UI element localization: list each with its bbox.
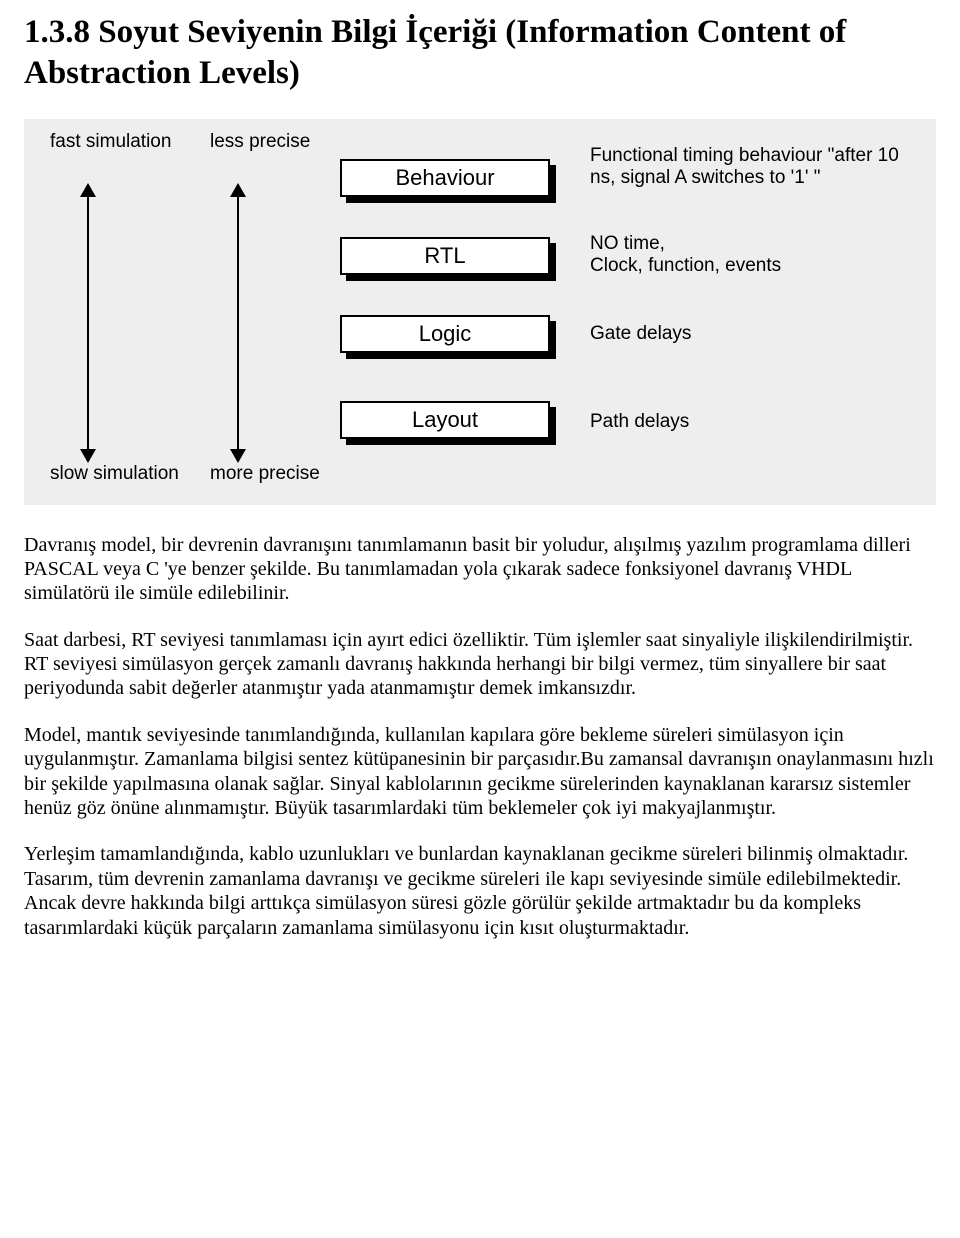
desc-rtl: NO time, Clock, function, events — [590, 233, 920, 279]
page-title: 1.3.8 Soyut Seviyenin Bilgi İçeriği (Inf… — [24, 12, 936, 95]
arrow-shaft — [87, 193, 89, 453]
arrow-down-icon — [80, 449, 96, 463]
level-box-layout: Layout — [340, 401, 556, 445]
page-root: 1.3.8 Soyut Seviyenin Bilgi İçeriği (Inf… — [0, 0, 960, 986]
level-box-logic: Logic — [340, 315, 556, 359]
arrow-down-icon — [230, 449, 246, 463]
arrow-simulation-speed — [85, 183, 91, 463]
label-less-precise: less precise — [210, 131, 310, 153]
desc-logic: Gate delays — [590, 323, 691, 346]
arrow-shaft — [237, 193, 239, 453]
level-label: Logic — [340, 315, 550, 353]
diagram-canvas: fast simulation slow simulation less pre… — [30, 127, 930, 487]
level-box-rtl: RTL — [340, 237, 556, 281]
desc-layout: Path delays — [590, 411, 689, 434]
body-paragraph: Saat darbesi, RT seviyesi tanımlaması iç… — [24, 628, 936, 701]
desc-behaviour: Functional timing behaviour "after 10 ns… — [590, 145, 920, 191]
label-more-precise: more precise — [210, 463, 320, 485]
label-fast-simulation: fast simulation — [50, 131, 171, 153]
level-label: Layout — [340, 401, 550, 439]
body-paragraph: Model, mantık seviyesinde tanımlandığınd… — [24, 723, 936, 821]
body-paragraph: Yerleşim tamamlandığında, kablo uzunlukl… — [24, 842, 936, 940]
level-label: RTL — [340, 237, 550, 275]
arrow-precision — [235, 183, 241, 463]
body-paragraph: Davranış model, bir devrenin davranışını… — [24, 533, 936, 606]
level-label: Behaviour — [340, 159, 550, 197]
label-slow-simulation: slow simulation — [50, 463, 179, 485]
level-box-behaviour: Behaviour — [340, 159, 556, 203]
abstraction-diagram: fast simulation slow simulation less pre… — [24, 119, 936, 505]
